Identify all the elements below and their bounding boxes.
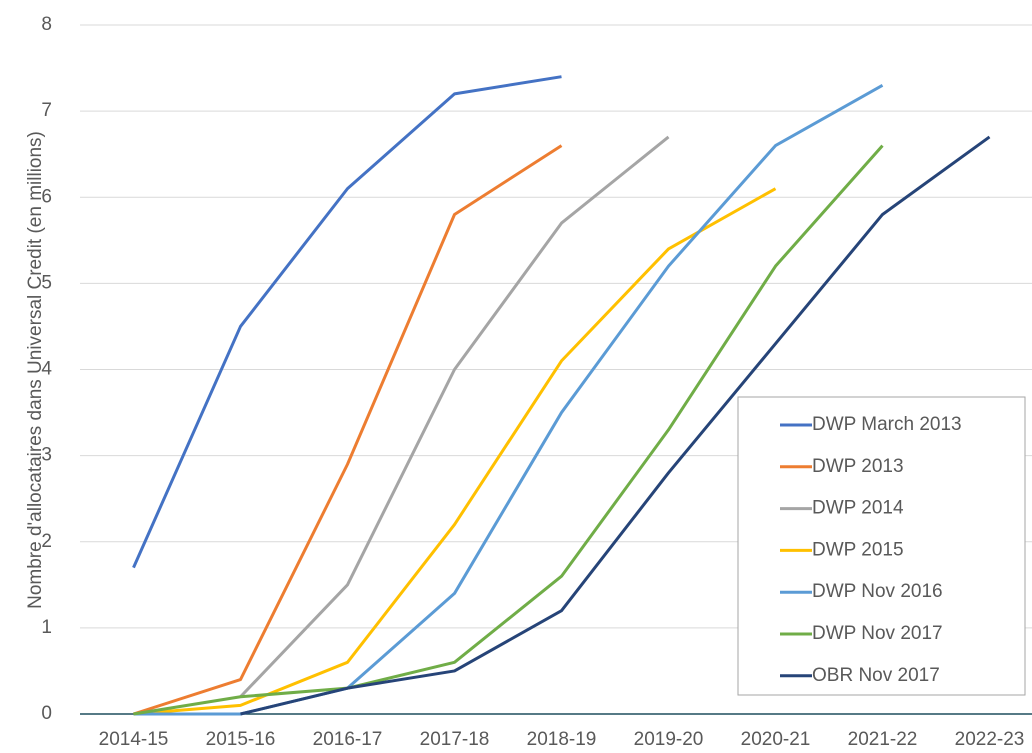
x-tick-label: 2017-18 <box>420 729 490 750</box>
y-tick-label: 8 <box>41 14 52 35</box>
series-line <box>133 144 563 716</box>
legend-label: DWP March 2013 <box>812 414 962 435</box>
x-tick-label: 2019-20 <box>634 729 704 750</box>
legend-label: OBR Nov 2017 <box>812 665 940 686</box>
y-tick-label: 2 <box>41 531 52 552</box>
x-tick-label: 2018-19 <box>527 729 597 750</box>
legend-label: DWP Nov 2016 <box>812 581 943 602</box>
y-tick-label: 7 <box>41 100 52 121</box>
series-line <box>132 75 562 569</box>
y-tick-label: 1 <box>41 617 52 638</box>
x-tick-label: 2014-15 <box>99 729 169 750</box>
y-tick-label: 4 <box>41 359 52 380</box>
y-tick-label: 3 <box>41 445 52 466</box>
series-line <box>240 135 991 716</box>
x-tick-label: 2015-16 <box>206 729 276 750</box>
y-tick-label: 0 <box>41 703 52 724</box>
x-tick-label: 2020-21 <box>741 729 811 750</box>
y-tick-label: 6 <box>41 186 52 207</box>
legend-label: DWP 2014 <box>812 498 904 519</box>
series-line <box>239 135 670 698</box>
y-tick-label: 5 <box>41 272 52 293</box>
legend-label: DWP 2013 <box>812 456 904 477</box>
legend-label: DWP 2015 <box>812 539 904 560</box>
series-line <box>133 187 777 716</box>
x-tick-label: 2021-22 <box>848 729 918 750</box>
x-tick-label: 2016-17 <box>313 729 383 750</box>
series-line <box>133 144 884 716</box>
x-tick-label: 2022-23 <box>955 729 1025 750</box>
legend-label: DWP Nov 2017 <box>812 623 943 644</box>
y-axis-title: Nombre d'allocataires dans Universal Cre… <box>25 131 46 609</box>
legend-box <box>737 396 1026 696</box>
